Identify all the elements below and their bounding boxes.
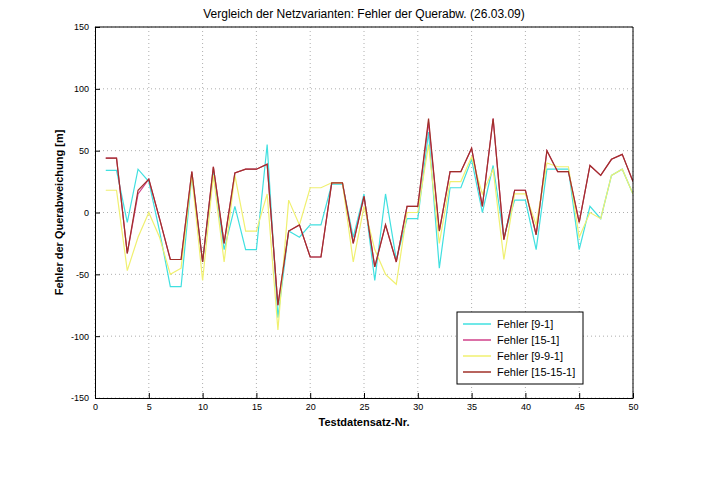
frame xyxy=(95,27,633,28)
x-tick: 10 xyxy=(198,393,208,412)
y-tick: -100 xyxy=(71,332,100,342)
grid-line-x xyxy=(310,27,311,398)
legend-swatch xyxy=(463,355,491,357)
y-tick-label: 0 xyxy=(84,208,89,218)
legend-label: Fehler [15-1] xyxy=(497,334,559,346)
x-axis-line xyxy=(96,398,634,399)
y-tick: 50 xyxy=(79,146,100,156)
y-tick-label: -50 xyxy=(76,270,89,280)
grid-line-x xyxy=(202,27,203,398)
grid-line-x xyxy=(256,27,257,398)
y-tick-mark xyxy=(95,336,100,337)
x-tick-label: 40 xyxy=(521,402,531,412)
y-tick-mark xyxy=(95,213,100,214)
y-axis-title: Fehler der Querabweichung [m] xyxy=(53,129,65,295)
y-tick: -150 xyxy=(71,393,100,403)
x-tick-label: 5 xyxy=(147,402,152,412)
x-tick-label: 45 xyxy=(575,402,585,412)
x-tick-label: 25 xyxy=(359,402,369,412)
y-tick-mark xyxy=(95,27,100,28)
x-tick-label: 30 xyxy=(413,402,423,412)
y-tick-mark xyxy=(95,274,100,275)
x-tick-mark xyxy=(525,393,526,398)
y-tick-label: 50 xyxy=(79,146,89,156)
y-tick: 150 xyxy=(74,22,100,32)
legend-swatch xyxy=(463,339,491,341)
x-tick-label: 50 xyxy=(628,402,638,412)
y-tick: 100 xyxy=(74,84,100,94)
series-line xyxy=(106,144,633,330)
legend: Fehler [9-1] Fehler [15-1] Fehler [9-9-1] F… xyxy=(457,312,583,384)
plot: 0 5 10 15 20 25 30 35 40 45 50 -150 -100 -50 0 50 100 150… xyxy=(71,22,639,412)
x-tick-mark xyxy=(633,393,634,398)
x-tick: 35 xyxy=(467,393,477,412)
y-tick: -50 xyxy=(76,270,100,280)
x-tick: 20 xyxy=(306,393,316,412)
x-tick-mark xyxy=(203,393,204,398)
legend-label: Fehler [9-9-1] xyxy=(497,350,563,362)
y-tick-label: 100 xyxy=(74,84,89,94)
legend-swatch xyxy=(463,371,491,373)
x-tick: 15 xyxy=(252,393,262,412)
x-tick-label: 15 xyxy=(252,402,262,412)
chart: 0 5 10 15 20 25 30 35 40 45 50 -150 -100 -50 0 50 100 150… xyxy=(0,0,720,477)
x-tick: 5 xyxy=(147,393,152,412)
x-tick: 40 xyxy=(521,393,531,412)
x-tick: 45 xyxy=(575,393,585,412)
x-tick-mark xyxy=(418,393,419,398)
grid-line-y xyxy=(95,88,633,89)
y-tick-mark xyxy=(95,89,100,90)
x-tick-mark xyxy=(310,393,311,398)
x-tick: 50 xyxy=(628,393,638,412)
y-tick: 0 xyxy=(84,208,100,218)
grid xyxy=(95,27,633,398)
series-line xyxy=(106,119,633,306)
title: Vergleich der Netzvarianten: Fehler der … xyxy=(203,7,525,21)
x-tick-label: 35 xyxy=(467,402,477,412)
frame xyxy=(633,27,634,398)
x-tick-label: 0 xyxy=(93,402,98,412)
legend-label: Fehler [15-15-1] xyxy=(497,366,575,378)
x-axis-title: Testdatensatz-Nr. xyxy=(319,416,410,428)
grid-line-x xyxy=(633,27,634,398)
x-axis: 0 5 10 15 20 25 30 35 40 45 50 xyxy=(93,393,639,412)
legend-swatch xyxy=(463,323,491,325)
x-tick-mark xyxy=(149,393,150,398)
series-line xyxy=(106,119,633,306)
x-tick-mark xyxy=(579,393,580,398)
x-tick: 30 xyxy=(413,393,423,412)
legend-label: Fehler [9-1] xyxy=(497,318,553,330)
y-tick-label: 150 xyxy=(74,22,89,32)
y-tick-mark xyxy=(95,398,100,399)
grid-line-y xyxy=(95,212,633,213)
x-tick-mark xyxy=(364,393,365,398)
plot-background xyxy=(95,27,633,398)
x-tick-label: 10 xyxy=(198,402,208,412)
y-tick-label: -100 xyxy=(71,332,89,342)
x-tick-label: 20 xyxy=(306,402,316,412)
x-tick-mark xyxy=(472,393,473,398)
y-axis: -150 -100 -50 0 50 100 150 xyxy=(71,22,100,403)
x-tick: 25 xyxy=(359,393,369,412)
y-tick-label: -150 xyxy=(71,393,89,403)
legend-box xyxy=(457,312,583,384)
y-tick-mark xyxy=(95,151,100,152)
grid-line-y xyxy=(95,150,633,151)
grid-line-y xyxy=(95,27,633,28)
grid-line-y xyxy=(95,274,633,275)
series-group xyxy=(106,119,633,330)
x-tick-mark xyxy=(256,393,257,398)
